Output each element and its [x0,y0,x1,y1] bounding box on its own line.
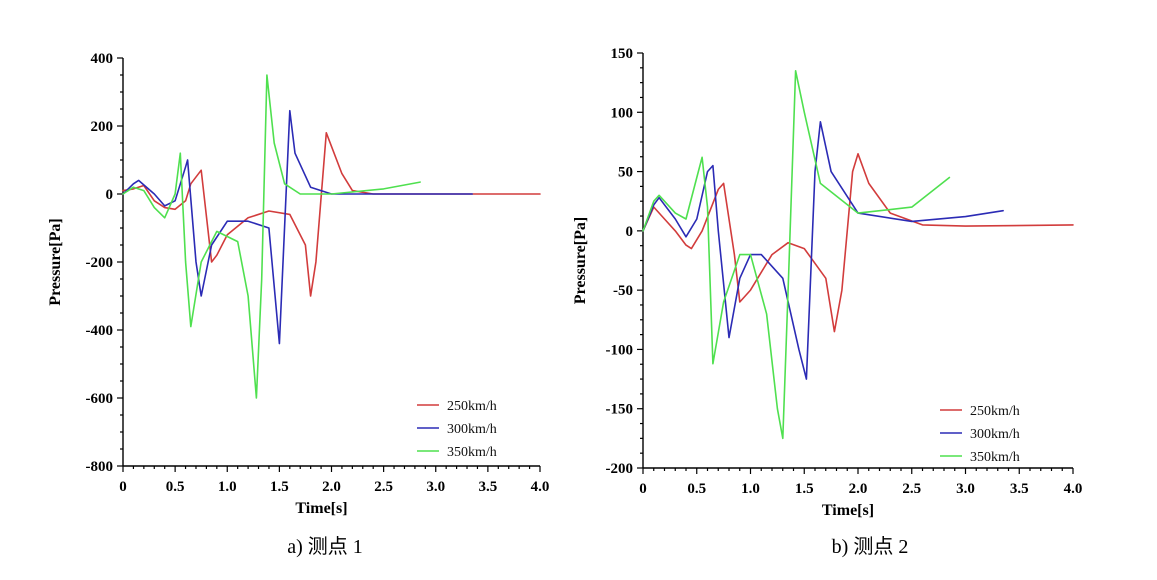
y-tick-label: -800 [86,459,114,475]
x-axis-title: Time[s] [822,502,874,519]
y-axis-title: Pressure[Pa] [47,218,64,305]
y-tick-label: 0 [626,224,634,240]
x-tick-label: 2.0 [322,479,341,495]
x-tick-label: 3.5 [479,479,498,495]
y-tick-label: -50 [613,283,633,299]
y-tick-label: -200 [86,255,114,271]
y-tick-label: 200 [91,119,114,135]
x-tick-label: 3.0 [956,481,975,497]
legend-label: 250km/h [447,399,497,414]
x-tick-label: 0 [639,481,647,497]
y-tick-label: -400 [86,323,114,339]
series-line-300km/h [122,109,474,345]
series-line-250km/h [122,132,541,297]
legend-label: 350km/h [447,445,497,460]
x-tick-label: 2.5 [902,481,921,497]
chart-1: 400 200 0 -200 -400 -600 -800 0 0.5 1.0 1.5 2.0 2.5 3… [47,51,549,558]
series-line-250km/h [642,153,1074,333]
x-tick-label: 4.0 [531,479,550,495]
x-tick-label: 0.5 [166,479,185,495]
x-tick-label: 0 [119,479,127,495]
x-tick-label: 3.0 [426,479,445,495]
legend-label: 300km/h [970,427,1020,442]
y-tick-label: 0 [106,187,114,203]
x-tick-label: 1.0 [741,481,760,497]
x-tick-label: 1.0 [218,479,237,495]
y-tick-label: -150 [606,402,634,418]
y-tick-label: 50 [618,165,633,181]
x-tick-label: 2.0 [849,481,868,497]
x-tick-label: 0.5 [687,481,706,497]
series-line-350km/h [122,74,421,399]
x-tick-label: 2.5 [374,479,393,495]
legend-label: 350km/h [970,450,1020,465]
x-tick-label: 1.5 [795,481,814,497]
x-axis-title: Time[s] [295,500,347,517]
chart-caption: a) 测点 1 [287,535,363,558]
series-line-350km/h [642,70,951,440]
chart-2: 150 100 50 0 -50 -100 -150 -200 0 0.5 1.0 1.5 2.0 2.5… [572,46,1082,558]
y-tick-label: -100 [606,342,634,358]
y-tick-label: -600 [86,391,114,407]
x-tick-label: 3.5 [1010,481,1029,497]
legend-label: 250km/h [970,404,1020,419]
x-tick-label: 1.5 [270,479,289,495]
legend-label: 300km/h [447,422,497,437]
y-tick-label: 100 [611,105,634,121]
y-tick-label: -200 [606,461,634,477]
chart-caption: b) 测点 2 [832,535,909,558]
x-tick-label: 4.0 [1064,481,1083,497]
y-tick-label: 400 [91,51,114,67]
y-axis-title: Pressure[Pa] [572,217,589,304]
series-line-300km/h [642,121,1004,380]
y-tick-label: 150 [611,46,634,62]
